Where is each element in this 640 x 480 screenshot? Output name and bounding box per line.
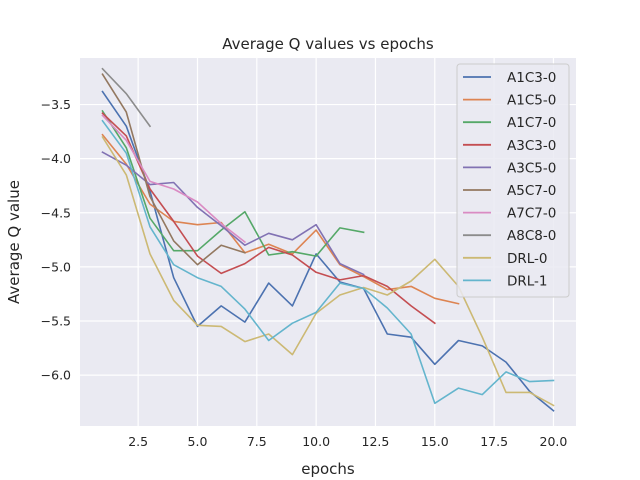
x-tick-label: 17.5 — [480, 434, 508, 449]
series-line-drl-1 — [101, 119, 555, 405]
series-line-a8c8-0 — [101, 67, 152, 128]
y-tick-label: −4.0 — [41, 151, 71, 166]
x-axis-label: epochs — [301, 460, 355, 478]
y-tick-label: −6.0 — [41, 368, 71, 383]
legend-label: A8C8-0 — [507, 228, 556, 244]
series-line-a1c7-0 — [101, 109, 365, 257]
x-tick-label: 20.0 — [540, 434, 568, 449]
y-axis-label: Average Q value — [5, 180, 23, 304]
legend-label: A7C7-0 — [507, 206, 556, 222]
legend-label: A3C5-0 — [507, 160, 556, 176]
legend-label: DRL-0 — [507, 251, 548, 267]
y-tick-labels: −3.5 −4.0 −4.5 −5.0 −5.5 −6.0 — [41, 97, 71, 383]
series-line-a5c7-0 — [101, 73, 246, 266]
x-tick-label: 10.0 — [302, 434, 330, 449]
x-tick-label: 12.5 — [362, 434, 390, 449]
y-tick-label: −4.5 — [41, 205, 71, 220]
legend-label: A1C3-0 — [507, 70, 556, 86]
series-line-drl-0 — [101, 135, 555, 407]
legend: A1C3-0 A1C5-0 A1C7-0 A3C3-0 A3C5-0 A5C7-0 A7C7… — [456, 63, 570, 298]
y-tick-label: −5.5 — [41, 314, 71, 329]
series-line-a1c3-0 — [101, 90, 555, 412]
series-lines — [101, 67, 555, 412]
x-tick-label: 15.0 — [421, 434, 449, 449]
series-line-a3c3-0 — [101, 112, 436, 325]
legend-label: A5C7-0 — [507, 183, 556, 199]
x-tick-label: 2.5 — [128, 434, 148, 449]
legend-label: A1C7-0 — [507, 115, 556, 131]
chart-title: Average Q values vs epochs — [222, 35, 434, 53]
x-tick-label: 5.0 — [188, 434, 208, 449]
x-tick-labels: 2.5 5.0 7.5 10.0 12.5 15.0 17.5 20.0 — [128, 434, 567, 449]
legend-label: A1C5-0 — [507, 93, 556, 109]
x-tick-label: 7.5 — [247, 434, 267, 449]
legend-label: DRL-1 — [507, 273, 548, 289]
y-tick-label: −5.0 — [41, 259, 71, 274]
y-tick-label: −3.5 — [41, 97, 71, 112]
series-line-a7c7-0 — [101, 114, 247, 244]
legend-label: A3C3-0 — [507, 138, 556, 154]
